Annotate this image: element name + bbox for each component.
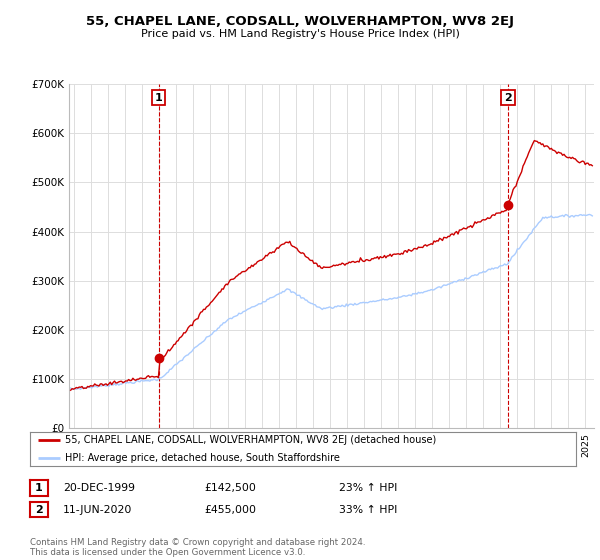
Text: 33% ↑ HPI: 33% ↑ HPI [339,505,397,515]
Text: Contains HM Land Registry data © Crown copyright and database right 2024.
This d: Contains HM Land Registry data © Crown c… [30,538,365,557]
Text: 2: 2 [504,92,512,102]
Text: 20-DEC-1999: 20-DEC-1999 [63,483,135,493]
Text: Price paid vs. HM Land Registry's House Price Index (HPI): Price paid vs. HM Land Registry's House … [140,29,460,39]
Text: £455,000: £455,000 [204,505,256,515]
Text: 1: 1 [35,483,43,493]
Text: 55, CHAPEL LANE, CODSALL, WOLVERHAMPTON, WV8 2EJ (detached house): 55, CHAPEL LANE, CODSALL, WOLVERHAMPTON,… [65,435,437,445]
Text: £142,500: £142,500 [204,483,256,493]
Text: 2: 2 [35,505,43,515]
Text: 11-JUN-2020: 11-JUN-2020 [63,505,133,515]
Text: 23% ↑ HPI: 23% ↑ HPI [339,483,397,493]
Text: 1: 1 [155,92,163,102]
Text: HPI: Average price, detached house, South Staffordshire: HPI: Average price, detached house, Sout… [65,452,340,463]
Text: 55, CHAPEL LANE, CODSALL, WOLVERHAMPTON, WV8 2EJ: 55, CHAPEL LANE, CODSALL, WOLVERHAMPTON,… [86,15,514,28]
